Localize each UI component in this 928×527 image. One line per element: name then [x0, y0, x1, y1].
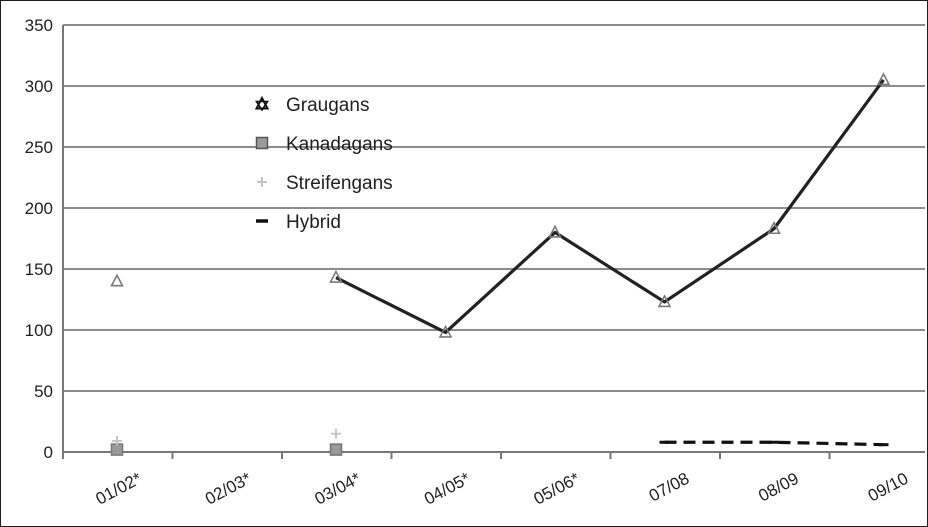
data-point-graugans	[110, 273, 124, 287]
x-tick-label: 08/09	[755, 469, 801, 506]
legend-label: Graugans	[286, 95, 369, 116]
data-point-graugans	[657, 294, 672, 308]
legend-item-hybrid: Hybrid	[256, 212, 341, 233]
y-tick-label: 200	[25, 199, 53, 218]
axes	[62, 25, 925, 459]
data-point-graugans	[876, 72, 891, 86]
data-point-graugans	[438, 324, 453, 338]
legend-label: Streifengans	[286, 173, 393, 194]
series-markers	[110, 72, 891, 456]
x-tick-label: 03/04*	[312, 469, 365, 509]
legend-label: Hybrid	[286, 212, 341, 233]
gridlines	[63, 24, 925, 453]
y-tick-label: 50	[34, 382, 53, 401]
x-tick-label: 02/03*	[202, 469, 255, 509]
x-tick-label: 09/10	[865, 469, 911, 506]
series-lines	[335, 78, 885, 447]
legend-item-graugans: Graugans	[254, 95, 369, 116]
legend-label: Kanadagans	[286, 134, 393, 155]
y-tick-label: 100	[25, 321, 53, 340]
data-point-streifengans	[331, 428, 341, 439]
y-tick-label: 250	[25, 138, 53, 157]
data-point-graugans	[548, 224, 562, 238]
x-tick-label: 04/05*	[421, 469, 474, 509]
y-tick-label: 350	[25, 16, 53, 35]
legend: Graugans Kanadagans Streifengans Hybrid	[254, 95, 393, 233]
legend-item-streifengans: Streifengans	[257, 173, 393, 194]
x-tick-label: 07/08	[646, 469, 692, 506]
x-tick-labels: 01/02* 02/03* 03/04* 04/05* 05/06* 07/08 08/09…	[93, 469, 912, 509]
legend-marker	[255, 136, 269, 150]
legend-marker	[257, 177, 267, 187]
series-line-hybrid	[664, 440, 884, 447]
y-tick-label: 0	[44, 443, 53, 462]
x-tick-label: 01/02*	[93, 469, 146, 509]
legend-marker	[254, 95, 270, 112]
series-line-graugans	[335, 78, 885, 335]
y-tick-label: 300	[25, 77, 53, 96]
data-point-kanadagans	[329, 443, 343, 456]
data-point-graugans	[767, 221, 781, 235]
y-tick-labels: 0 50 100 150 200 250 300 350	[25, 16, 53, 462]
data-point-streifengans	[112, 436, 122, 447]
legend-item-kanadagans: Kanadagans	[255, 134, 393, 155]
y-tick-label: 150	[25, 260, 53, 279]
x-tick-label: 05/06*	[531, 469, 584, 509]
data-point-graugans	[329, 269, 343, 283]
